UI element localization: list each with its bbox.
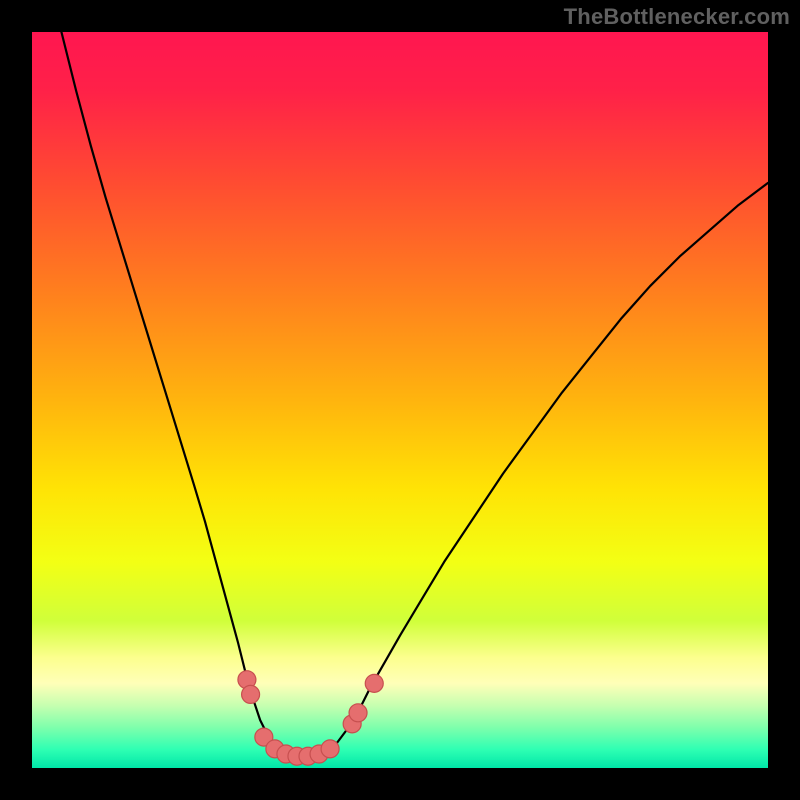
- curve-marker: [365, 674, 383, 692]
- curve-marker: [242, 685, 260, 703]
- plot-area: [32, 32, 768, 768]
- gradient-background: [32, 32, 768, 768]
- watermark-text: TheBottlenecker.com: [564, 4, 790, 30]
- curve-marker: [349, 704, 367, 722]
- curve-marker: [321, 740, 339, 758]
- chart-frame: TheBottlenecker.com: [0, 0, 800, 800]
- bottleneck-curve-chart: [32, 32, 768, 768]
